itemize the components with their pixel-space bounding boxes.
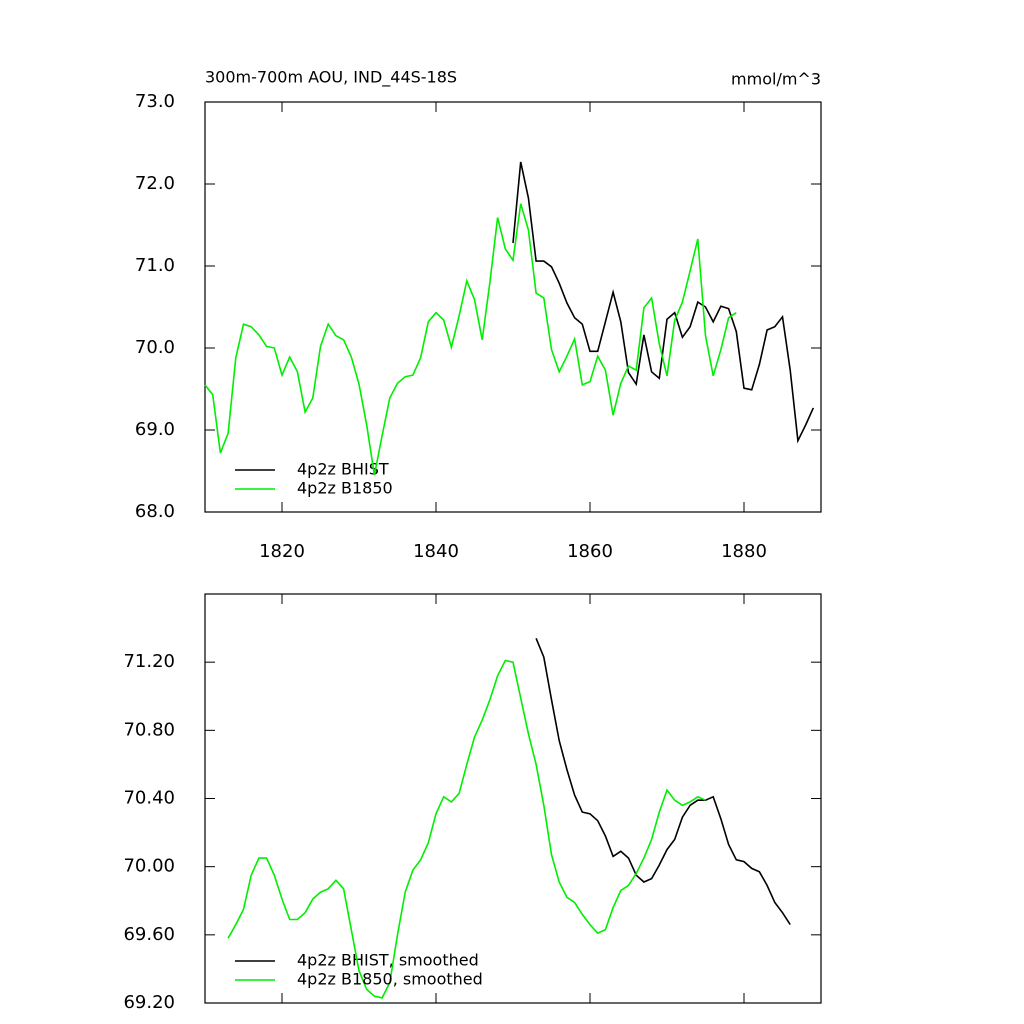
y-tick-label: 69.20 [123, 992, 175, 1013]
y-tick-label: 68.0 [135, 501, 175, 522]
x-tick-label: 1860 [567, 541, 613, 562]
y-tick-label: 70.00 [123, 856, 175, 877]
x-tick-label: 1840 [413, 541, 459, 562]
data-line [227, 659, 706, 999]
x-tick-label: 1880 [721, 541, 767, 562]
y-tick-label: 69.60 [123, 924, 175, 945]
chart-title: 300m-700m AOU, IND_44S-18S [205, 68, 457, 88]
legend-label: 4p2z BHIST [297, 460, 389, 479]
plot-frame [204, 101, 822, 513]
data-line [535, 637, 791, 926]
units-label: mmol/m^3 [731, 70, 821, 89]
y-tick-label: 71.0 [135, 255, 175, 276]
y-tick-label: 70.0 [135, 337, 175, 358]
y-tick-label: 70.80 [123, 719, 175, 740]
y-tick-label: 73.0 [135, 91, 175, 112]
legend-label: 4p2z B1850, smoothed [297, 970, 483, 989]
data-line [512, 161, 815, 444]
legend-label: 4p2z BHIST, smoothed [297, 951, 479, 970]
y-tick-label: 72.0 [135, 173, 175, 194]
y-tick-label: 71.20 [123, 651, 175, 672]
plot-frame [204, 593, 822, 1004]
y-tick-label: 69.0 [135, 419, 175, 440]
x-tick-label: 1820 [259, 541, 305, 562]
legend-label: 4p2z B1850 [297, 479, 393, 498]
y-tick-label: 70.40 [123, 788, 175, 809]
data-line [204, 203, 737, 476]
